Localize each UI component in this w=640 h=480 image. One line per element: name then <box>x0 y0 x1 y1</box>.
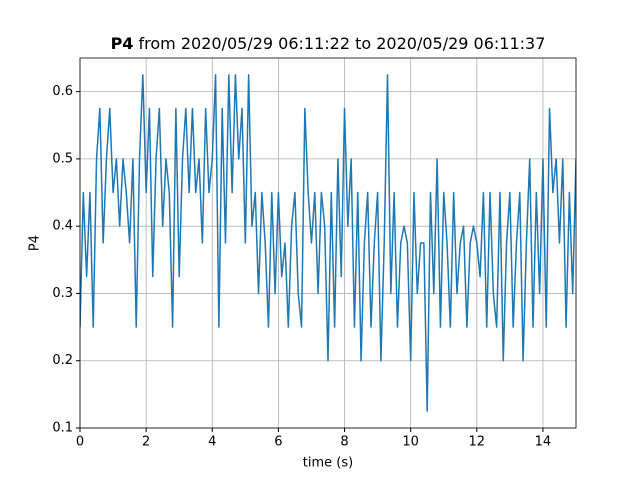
y-tick-label: 0.3 <box>52 286 73 301</box>
y-tick-label: 0.6 <box>52 84 73 99</box>
y-axis-label: P4 <box>28 235 43 251</box>
title-bold: P4 <box>111 34 134 53</box>
x-tick-label: 12 <box>469 435 486 450</box>
x-tick-label: 4 <box>208 435 216 450</box>
y-tick-label: 0.4 <box>52 219 73 234</box>
x-tick-label: 10 <box>402 435 419 450</box>
x-tick-label: 0 <box>76 435 84 450</box>
x-tick-label: 2 <box>142 435 150 450</box>
data-line <box>80 74 576 412</box>
x-axis-label: time (s) <box>303 456 353 471</box>
plot-frame <box>79 57 577 429</box>
x-tick-label: 6 <box>274 435 282 450</box>
y-tick-label: 0.1 <box>52 421 73 436</box>
x-tick-label: 14 <box>535 435 552 450</box>
chart-title: P4 from 2020/05/29 06:11:22 to 2020/05/2… <box>111 34 546 53</box>
x-tick-label: 8 <box>340 435 348 450</box>
y-tick-label: 0.2 <box>52 353 73 368</box>
title-rest: from 2020/05/29 06:11:22 to 2020/05/29 0… <box>133 34 545 53</box>
y-tick-label: 0.5 <box>52 151 73 166</box>
